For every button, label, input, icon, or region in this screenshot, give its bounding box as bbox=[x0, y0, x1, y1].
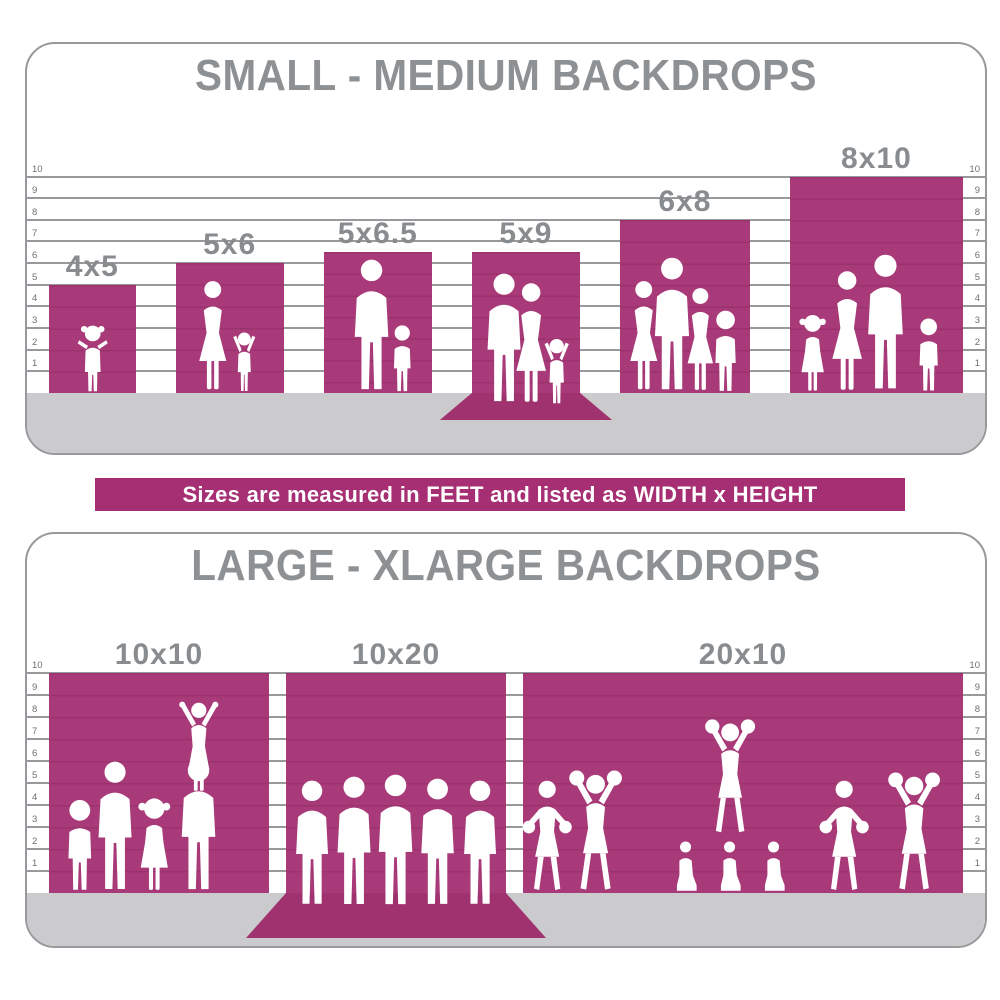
measurement-note-banner: Sizes are measured in FEET and listed as… bbox=[95, 478, 905, 511]
boy-silhouette bbox=[912, 317, 945, 393]
scale-number-left-8ft: 8 bbox=[32, 704, 38, 715]
backdrop-20x10: 20x10 bbox=[522, 638, 963, 893]
scale-number-right-4ft: 4 bbox=[974, 792, 980, 803]
boy-silhouette bbox=[707, 309, 744, 393]
grid-line-4ft bbox=[27, 804, 985, 806]
scale-number-left-2ft: 2 bbox=[32, 336, 38, 348]
scale-number-right-10ft: 10 bbox=[969, 163, 980, 175]
panel-title-small-medium: SMALL - MEDIUM BACKDROPS bbox=[195, 51, 817, 100]
scale-number-right-5ft: 5 bbox=[974, 770, 980, 781]
backdrop-size-label: 6x8 bbox=[658, 184, 712, 218]
kneel-silhouette bbox=[716, 831, 743, 893]
grid-line-2ft bbox=[27, 848, 985, 850]
arms-v-silhouette bbox=[178, 699, 220, 794]
backdrop-4x5: 4x5 bbox=[49, 250, 136, 393]
scale-number-right-8ft: 8 bbox=[974, 704, 980, 715]
backdrop-size-label: 20x10 bbox=[698, 638, 788, 671]
cheer-up-silhouette bbox=[704, 717, 756, 836]
backdrop-size-label: 5x9 bbox=[499, 217, 553, 251]
scale-number-left-4ft: 4 bbox=[32, 293, 38, 305]
scale-number-left-1ft: 1 bbox=[32, 858, 38, 869]
man-silhouette bbox=[452, 780, 508, 908]
scale-number-right-3ft: 3 bbox=[974, 315, 980, 327]
grid-line-5ft bbox=[27, 782, 985, 784]
scale-number-left-6ft: 6 bbox=[32, 250, 38, 262]
scale-number-right-9ft: 9 bbox=[974, 185, 980, 197]
large-xlarge-panel: 1 1 2 2 3 3 4 4 5 5 6 6 7 7 8 8 9 9 10 10 10x10 10x20 20x10 LA… bbox=[25, 532, 987, 948]
backdrop-size-label: 5x6.5 bbox=[337, 217, 418, 251]
scale-number-right-1ft: 1 bbox=[974, 858, 980, 869]
backdrop-5x6: 5x6 bbox=[175, 228, 284, 393]
scale-number-left-5ft: 5 bbox=[32, 271, 38, 283]
grid-line-10ft bbox=[27, 672, 985, 674]
scale-number-left-8ft: 8 bbox=[32, 206, 38, 218]
scale-number-right-7ft: 7 bbox=[974, 228, 980, 240]
scale-number-right-6ft: 6 bbox=[974, 748, 980, 759]
scale-number-left-9ft: 9 bbox=[32, 185, 38, 197]
backdrop-size-label: 8x10 bbox=[841, 141, 912, 175]
scale-number-left-9ft: 9 bbox=[32, 682, 38, 693]
scale-number-right-4ft: 4 bbox=[974, 293, 980, 305]
grid-line-9ft bbox=[27, 197, 985, 200]
grid-line-7ft bbox=[27, 240, 985, 243]
scale-number-left-10ft: 10 bbox=[32, 660, 43, 671]
kneel-silhouette bbox=[760, 831, 787, 893]
grid-line-1ft bbox=[27, 870, 985, 872]
backdrop-5x6.5: 5x6.5 bbox=[323, 217, 432, 393]
cheer-up-silhouette bbox=[887, 770, 941, 893]
man-silhouette bbox=[855, 254, 916, 393]
grid-line-3ft bbox=[27, 826, 985, 828]
scale-number-left-4ft: 4 bbox=[32, 792, 38, 803]
child-arms-up-silhouette bbox=[541, 334, 572, 405]
child-arms-up-silhouette bbox=[230, 328, 259, 393]
scale-number-right-9ft: 9 bbox=[974, 682, 980, 693]
backdrop-size-label: 5x6 bbox=[203, 228, 257, 262]
grid-line-8ft bbox=[27, 218, 985, 221]
scale-number-left-10ft: 10 bbox=[32, 163, 43, 175]
scale-number-right-10ft: 10 bbox=[969, 660, 980, 671]
grid-line-7ft bbox=[27, 738, 985, 740]
backdrop-8x10: 8x10 bbox=[789, 142, 963, 393]
kneel-silhouette bbox=[672, 831, 699, 893]
scale-number-right-7ft: 7 bbox=[974, 726, 980, 737]
grid-line-10ft bbox=[27, 175, 985, 178]
large-xlarge-scene: 1 1 2 2 3 3 4 4 5 5 6 6 7 7 8 8 9 9 10 10 10x10 10x20 20x10 bbox=[27, 534, 985, 946]
scale-number-left-6ft: 6 bbox=[32, 748, 38, 759]
scale-number-left-3ft: 3 bbox=[32, 814, 38, 825]
scale-number-right-2ft: 2 bbox=[974, 336, 980, 348]
toddler-silhouette bbox=[77, 322, 108, 393]
small-medium-panel: 1 1 2 2 3 3 4 4 5 5 6 6 7 7 8 8 9 9 10 10 4x5 5x6 5x6.5 5x9 6x8 8… bbox=[25, 42, 987, 455]
scale-number-right-2ft: 2 bbox=[974, 836, 980, 847]
measurement-note-text: Sizes are measured in FEET and listed as… bbox=[182, 482, 818, 507]
grid-line-8ft bbox=[27, 716, 985, 718]
cheer-up-silhouette bbox=[568, 768, 623, 893]
scale-number-left-7ft: 7 bbox=[32, 726, 38, 737]
backdrop-6x8: 6x8 bbox=[619, 185, 750, 393]
scale-number-left-1ft: 1 bbox=[32, 358, 38, 370]
scale-number-right-5ft: 5 bbox=[974, 271, 980, 283]
scale-number-right-1ft: 1 bbox=[974, 358, 980, 370]
backdrop-size-label: 10x20 bbox=[351, 638, 441, 671]
backdrop-size-label: 10x10 bbox=[114, 638, 204, 671]
scale-number-right-3ft: 3 bbox=[974, 814, 980, 825]
backdrop-10x10: 10x10 bbox=[49, 638, 269, 893]
small-medium-scene: 1 1 2 2 3 3 4 4 5 5 6 6 7 7 8 8 9 9 10 10 4x5 5x6 5x6.5 5x9 6x8 8… bbox=[27, 44, 985, 453]
backdrop-size-label: 4x5 bbox=[65, 249, 119, 283]
scale-number-left-2ft: 2 bbox=[32, 836, 38, 847]
scale-number-right-8ft: 8 bbox=[974, 206, 980, 218]
panel-title-large-xlarge: LARGE - XLARGE BACKDROPS bbox=[191, 541, 821, 590]
scale-number-left-3ft: 3 bbox=[32, 315, 38, 327]
scale-number-left-7ft: 7 bbox=[32, 228, 38, 240]
boy-silhouette bbox=[387, 324, 417, 393]
grid-line-9ft bbox=[27, 694, 985, 696]
grid-line-6ft bbox=[27, 760, 985, 762]
cheer-out-silhouette bbox=[522, 779, 572, 893]
backdrop-floor-sweep-10x20 bbox=[246, 893, 546, 938]
cheer-out-silhouette bbox=[819, 779, 869, 893]
backdrop-10x20: 10x20 bbox=[286, 638, 506, 893]
backdrop-5x9: 5x9 bbox=[471, 217, 581, 393]
scale-number-left-5ft: 5 bbox=[32, 770, 38, 781]
scale-number-right-6ft: 6 bbox=[974, 250, 980, 262]
